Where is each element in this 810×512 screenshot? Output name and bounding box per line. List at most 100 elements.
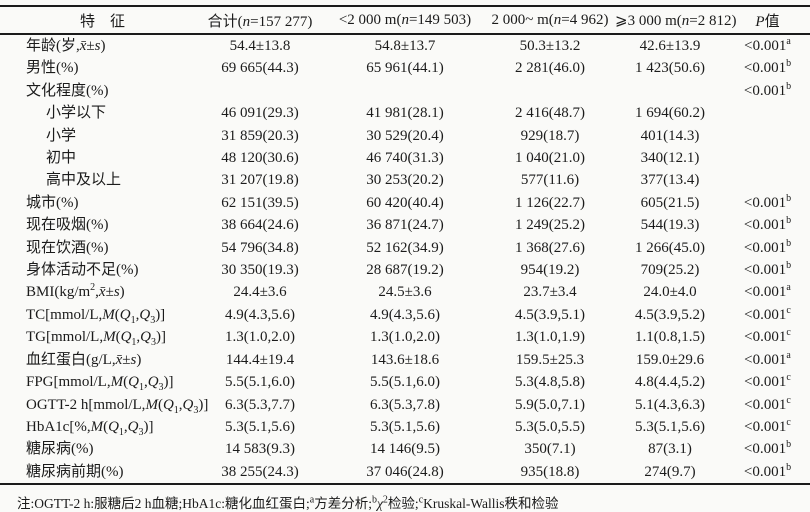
row-label-cell: BMI(kg/m2,x̄±s) xyxy=(26,282,125,301)
p-value-cell: <0.001c xyxy=(725,326,810,348)
p-value: <0.001 xyxy=(744,306,787,323)
p-value-cell: <0.001b xyxy=(725,237,810,259)
p-value-superscript: b xyxy=(786,192,792,204)
below-2000m-cell: 5.5(5.1,6.0) xyxy=(370,374,440,391)
total-cell: 5.5(5.1,6.0) xyxy=(225,374,295,391)
table-row: TC[mmol/L,M(Q1,Q3)] 4.9(4.3,5.6) 4.9(4.3… xyxy=(0,304,810,326)
total-cell: 54.4±13.8 xyxy=(229,38,291,54)
table-row: OGTT-2 h[mmol/L,M(Q1,Q3)] 6.3(5.3,7.7) 6… xyxy=(0,394,810,416)
p-value-cell: <0.001a xyxy=(725,349,810,371)
p-value-cell: <0.001a xyxy=(725,34,810,57)
above-3000m-cell: 5.3(5.1,5.6) xyxy=(635,418,705,435)
p-value: <0.001 xyxy=(743,239,787,256)
table-body: 年龄(岁,x̄±s) 54.4±13.8 54.8±13.7 50.3±13.2… xyxy=(0,34,810,484)
below-2000m-cell: 143.6±18.6 xyxy=(370,351,440,368)
above-3000m-cell: 87(3.1) xyxy=(648,441,692,458)
p-value-superscript: c xyxy=(786,416,791,428)
above-3000m-cell: 42.6±13.9 xyxy=(639,38,701,54)
band-2000m-cell: 954(19.2) xyxy=(520,262,580,279)
p-value-superscript: a xyxy=(786,282,791,294)
p-value: <0.001 xyxy=(744,284,787,301)
below-2000m-cell: 65 961(44.1) xyxy=(366,60,444,77)
row-label-cell: 糖尿病(%) xyxy=(26,441,94,458)
column-header-total: 合计(n=157 277) xyxy=(195,6,325,35)
band-2000m-cell: 1 249(25.2) xyxy=(515,217,585,234)
total-cell: 54 796(34.8) xyxy=(221,239,299,256)
p-value: <0.001 xyxy=(743,217,787,234)
total-cell: 48 120(30.6) xyxy=(221,150,299,167)
row-label-cell: 小学 xyxy=(46,127,77,144)
row-label-cell: FPG[mmol/L,M(Q1,Q3)] xyxy=(26,374,174,394)
row-label-cell: 现在吸烟(%) xyxy=(26,217,109,234)
p-value-superscript: b xyxy=(786,260,792,272)
below-2000m-cell: 36 871(24.7) xyxy=(366,217,444,234)
p-value-cell: <0.001b xyxy=(725,80,810,102)
p-value-cell: <0.001c xyxy=(725,394,810,416)
above-3000m-cell: 4.5(3.9,5.2) xyxy=(635,306,705,323)
above-3000m-cell: 377(13.4) xyxy=(640,172,700,189)
below-2000m-cell: 30 529(20.4) xyxy=(366,127,444,144)
p-value-cell: <0.001b xyxy=(725,438,810,460)
p-value: <0.001 xyxy=(744,351,787,368)
total-cell: 31 207(19.8) xyxy=(221,172,299,189)
table-row: 现在饮酒(%) 54 796(34.8) 52 162(34.9) 1 368(… xyxy=(0,237,810,259)
below-2000m-cell: 14 146(9.5) xyxy=(370,441,440,458)
above-3000m-cell: 605(21.5) xyxy=(640,194,700,211)
total-cell: 1.3(1.0,2.0) xyxy=(225,329,295,346)
total-cell: 5.3(5.1,5.6) xyxy=(225,418,295,435)
p-value-superscript: b xyxy=(786,215,792,227)
band-2000m-cell: 2 281(46.0) xyxy=(515,60,585,77)
header-row: 特 征 合计(n=157 277) <2 000 m(n=149 503) 2 … xyxy=(0,6,810,35)
p-value: <0.001 xyxy=(744,38,787,54)
row-label-cell: 高中及以上 xyxy=(46,172,122,189)
below-2000m-cell: 52 162(34.9) xyxy=(366,239,444,256)
above-3000m-cell: 1 423(50.6) xyxy=(635,60,705,77)
row-label-cell: 身体活动不足(%) xyxy=(26,262,139,279)
above-3000m-cell: 1 266(45.0) xyxy=(635,239,705,256)
total-cell: 6.3(5.3,7.7) xyxy=(225,396,295,413)
p-value-superscript: b xyxy=(786,58,792,70)
p-value-superscript: a xyxy=(786,36,791,47)
row-label-cell: 血红蛋白(g/L,x̄±s) xyxy=(26,351,142,368)
below-2000m-cell: 46 740(31.3) xyxy=(366,150,444,167)
table-header: 特 征 合计(n=157 277) <2 000 m(n=149 503) 2 … xyxy=(0,6,810,35)
p-value: <0.001 xyxy=(743,60,787,77)
band-2000m-cell: 1 040(21.0) xyxy=(515,150,585,167)
table-row: 身体活动不足(%) 30 350(19.3) 28 687(19.2) 954(… xyxy=(0,259,810,281)
below-2000m-cell: 5.3(5.1,5.6) xyxy=(370,418,440,435)
table-row: 高中及以上 31 207(19.8) 30 253(20.2) 577(11.6… xyxy=(0,169,810,191)
above-3000m-cell: 340(12.1) xyxy=(640,150,700,167)
below-2000m-cell: 37 046(24.8) xyxy=(366,463,444,480)
band-2000m-cell: 1 368(27.6) xyxy=(515,239,585,256)
band-2000m-cell xyxy=(485,80,615,102)
table-row: 现在吸烟(%) 38 664(24.6) 36 871(24.7) 1 249(… xyxy=(0,214,810,236)
above-3000m-cell: 274(9.7) xyxy=(644,463,696,480)
below-2000m-cell: 1.3(1.0,2.0) xyxy=(370,329,440,346)
band-2000m-cell: 5.3(5.0,5.5) xyxy=(515,418,585,435)
row-label-cell: 糖尿病前期(%) xyxy=(26,463,124,480)
above-3000m-cell: 1.1(0.8,1.5) xyxy=(635,329,705,346)
baseline-characteristics-table: 特 征 合计(n=157 277) <2 000 m(n=149 503) 2 … xyxy=(0,5,810,486)
p-value-superscript: b xyxy=(786,80,792,92)
total-cell: 69 665(44.3) xyxy=(221,60,299,77)
table-row: 小学以下 46 091(29.3) 41 981(28.1) 2 416(48.… xyxy=(0,102,810,124)
p-value-cell: <0.001c xyxy=(725,371,810,393)
p-value: <0.001 xyxy=(744,396,787,413)
column-header-above-3000m: ⩾3 000 m(n=2 812) xyxy=(615,6,736,35)
p-value-cell: <0.001c xyxy=(725,304,810,326)
column-header-below-2000m: <2 000 m(n=149 503) xyxy=(325,6,485,35)
above-3000m-cell: 159.0±29.6 xyxy=(635,351,705,368)
total-cell: 4.9(4.3,5.6) xyxy=(225,306,295,323)
p-value-superscript: c xyxy=(786,304,791,316)
table-row: 血红蛋白(g/L,x̄±s) 144.4±19.4 143.6±18.6 159… xyxy=(0,349,810,371)
column-header-2000m-band: 2 000~ m(n=4 962) xyxy=(485,6,615,35)
below-2000m-cell: 6.3(5.3,7.8) xyxy=(370,396,440,413)
column-header-characteristic: 特 征 xyxy=(0,6,195,35)
p-value-cell xyxy=(725,102,810,124)
row-label-cell: HbA1c[%,M(Q1,Q3)] xyxy=(26,418,154,438)
band-2000m-cell: 2 416(48.7) xyxy=(515,105,585,122)
p-value-superscript: b xyxy=(786,237,792,249)
p-value: <0.001 xyxy=(743,463,787,480)
row-label-cell: 小学以下 xyxy=(46,105,107,122)
